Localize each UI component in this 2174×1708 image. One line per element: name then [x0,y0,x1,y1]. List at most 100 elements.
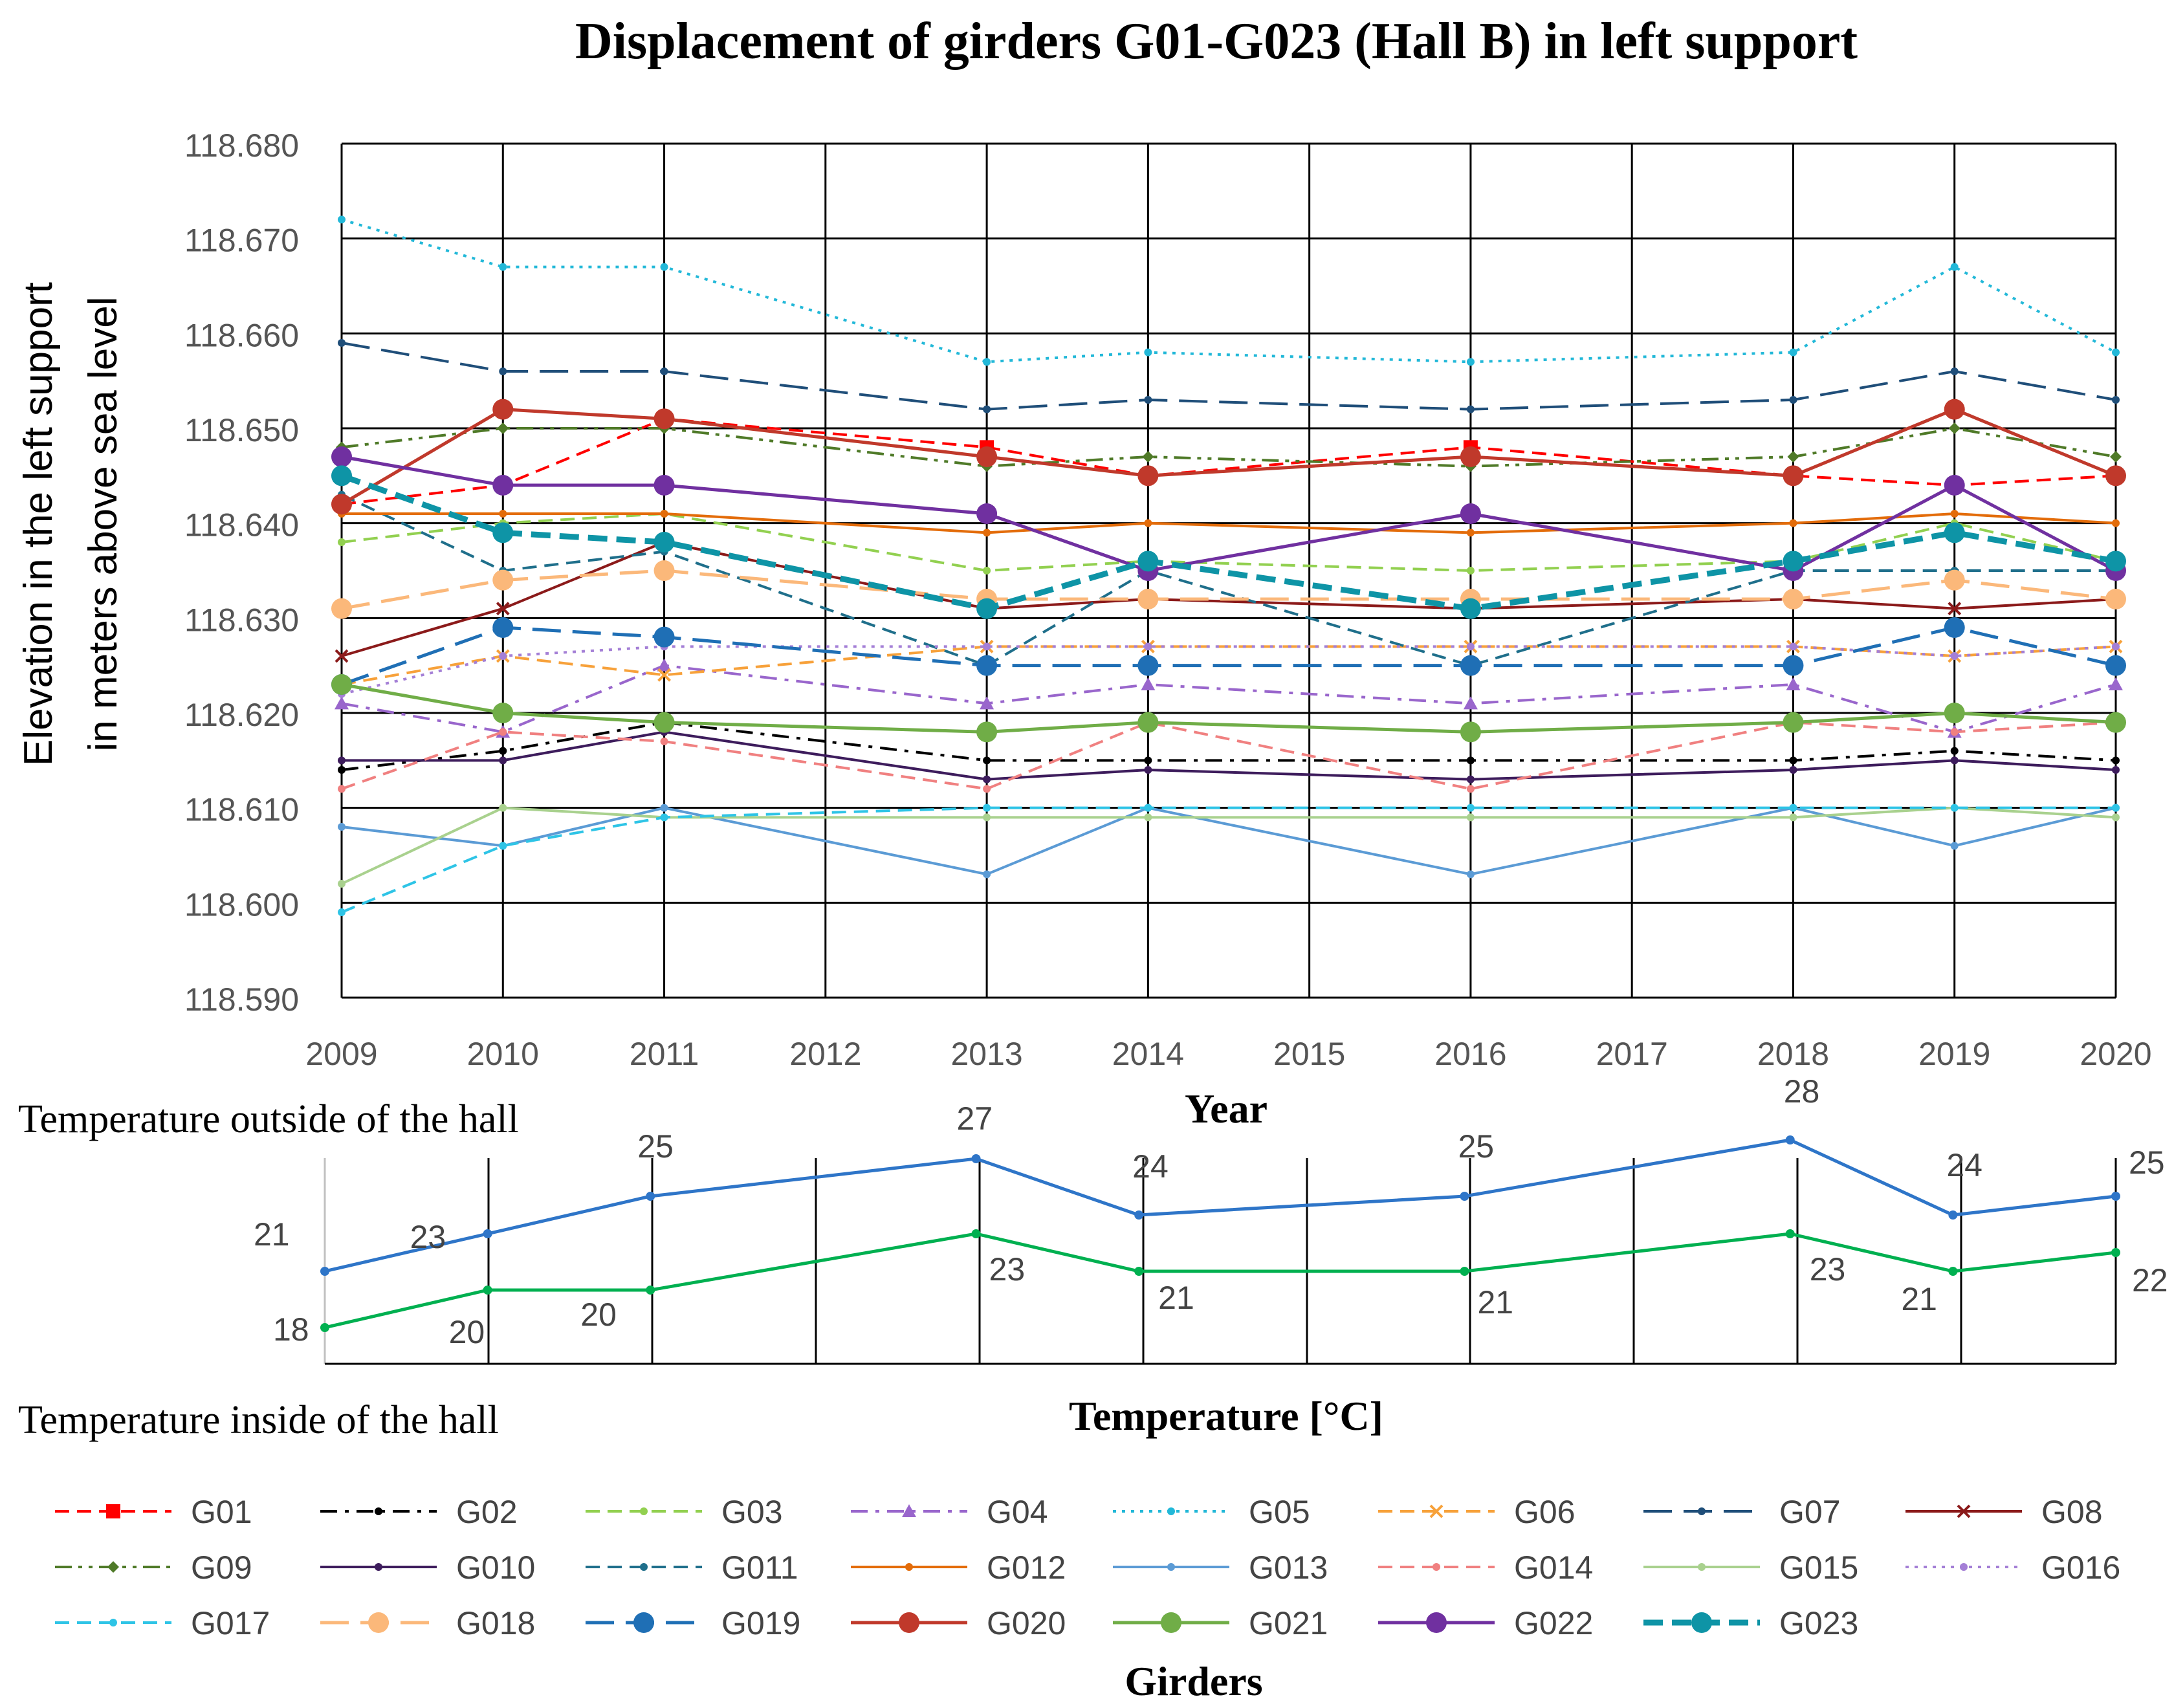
legend-g023-point [1691,1612,1712,1633]
series-g03-point [1466,567,1475,575]
series-g022-point [1944,475,1965,496]
legend-g019-point [633,1612,654,1633]
series-g012 [338,510,2120,537]
temp-data-label: 21 [254,1216,290,1253]
legend-label: G010 [456,1549,535,1586]
series-g04-point [1463,696,1478,710]
series-g01 [335,411,2123,512]
series-g014-point [983,785,991,793]
series-g012-point [983,529,991,537]
series-g021-point [1944,703,1965,723]
series-g015-point [2112,813,2120,822]
series-g020-point [1137,465,1159,487]
legend-g013-point [1167,1563,1175,1571]
series-g013-point [1950,842,1959,850]
temp-point [646,1192,655,1201]
series-g019-point [653,626,675,648]
series-g021-point [492,703,514,723]
series-g016-point [2112,642,2120,651]
temp-outside-label: Temperature outside of the hall [18,1097,519,1141]
legend-label: G016 [2041,1549,2120,1586]
series-g014 [338,718,2120,793]
series-g012-point [1950,510,1959,518]
series-g021-point [1783,712,1804,733]
legend-label: G01 [191,1494,252,1530]
legend-g01-point [106,1504,120,1518]
temp-outside-series: 21 23 25 27 24 25 28 24 25 [254,1073,2165,1276]
series-g03-point [983,567,991,575]
temp-data-label: 23 [989,1251,1026,1287]
series-g05-point [660,263,668,271]
legend-item-g06: G06 [1378,1494,1576,1530]
y-tick-label: 118.620 [184,697,299,733]
chart-title: Displacement of girders G01-G023 (Hall B… [575,13,1858,70]
series-g023-point [1783,551,1804,572]
series-g015-point [499,804,507,812]
legend-label: G011 [721,1549,798,1586]
legend-label: G013 [1249,1549,1328,1586]
legend-g020-point [899,1612,919,1633]
series-g022-point [331,446,352,467]
series-g05-point [1789,348,1797,356]
series-g023-point [976,598,998,619]
series-g020-point [492,399,514,420]
series-g023-point [1460,598,1481,619]
series-g015-point [1466,813,1475,822]
series-g07-point [1950,367,1959,375]
legend-g022-point [1426,1612,1447,1633]
temp-point [1134,1267,1144,1276]
series-g021 [331,674,2126,743]
series-g014-point [1466,785,1475,793]
series-g020 [331,399,2126,515]
series-g012-point [1466,529,1475,537]
series-g06-point [657,668,671,682]
series-g04-point [2109,677,2123,690]
series-g010-point [1789,766,1797,774]
series-g017-point [660,813,668,822]
legend-item-g013: G013 [1113,1549,1328,1586]
series-g016-point [1950,652,1959,660]
x-tick-label: 2011 [630,1036,699,1072]
legend-item-g08: G08 [1905,1494,2103,1530]
series-g023-point [492,522,514,543]
series-g08-point [1948,602,1962,616]
series-g09-point [1142,451,1154,463]
legend-item-g010: G010 [320,1549,535,1586]
legend-item-g020: G020 [851,1605,1066,1641]
y-tick-label: 118.650 [184,412,299,448]
temp-data-label: 23 [1810,1251,1846,1287]
legend-item-g016: G016 [1905,1549,2120,1586]
series-g023 [331,465,2126,619]
legend-item-g021: G021 [1113,1605,1328,1641]
temp-point [646,1286,655,1295]
legend-g06-point [1429,1504,1444,1518]
series-g09-point [1787,451,1799,463]
series-line-g06 [341,645,2116,686]
series-g014-point [660,738,668,745]
legend-item-g011: G011 [586,1549,798,1586]
legend-item-g01: G01 [55,1494,252,1530]
temp-axis-label: Temperature [°C] [1069,1393,1383,1439]
temp-plot-grid [324,1158,2117,1365]
series-g02-point [499,747,507,755]
legend-item-g018: G018 [320,1605,535,1641]
series-g02-point [2112,756,2120,765]
series-line-g019 [341,626,2116,686]
x-tick-label: 2014 [1112,1036,1184,1072]
x-tick-label: 2020 [2080,1036,2151,1072]
series-line-g04 [341,664,2116,734]
series-g019-point [1460,655,1481,676]
series-g019-point [2105,655,2126,676]
series-g07-point [660,367,668,375]
series-g017-point [1144,804,1152,812]
series-g012-point [499,510,507,518]
series-g016-point [499,652,507,660]
y-tick-label: 118.680 [184,127,299,164]
x-tick-label: 2009 [305,1036,377,1072]
series-g020-point [1944,399,1965,420]
series-g012-point [2112,519,2120,527]
temp-data-label: 25 [637,1128,674,1165]
x-axis-label: Year [1185,1086,1268,1132]
legend-label: G023 [1779,1605,1858,1641]
